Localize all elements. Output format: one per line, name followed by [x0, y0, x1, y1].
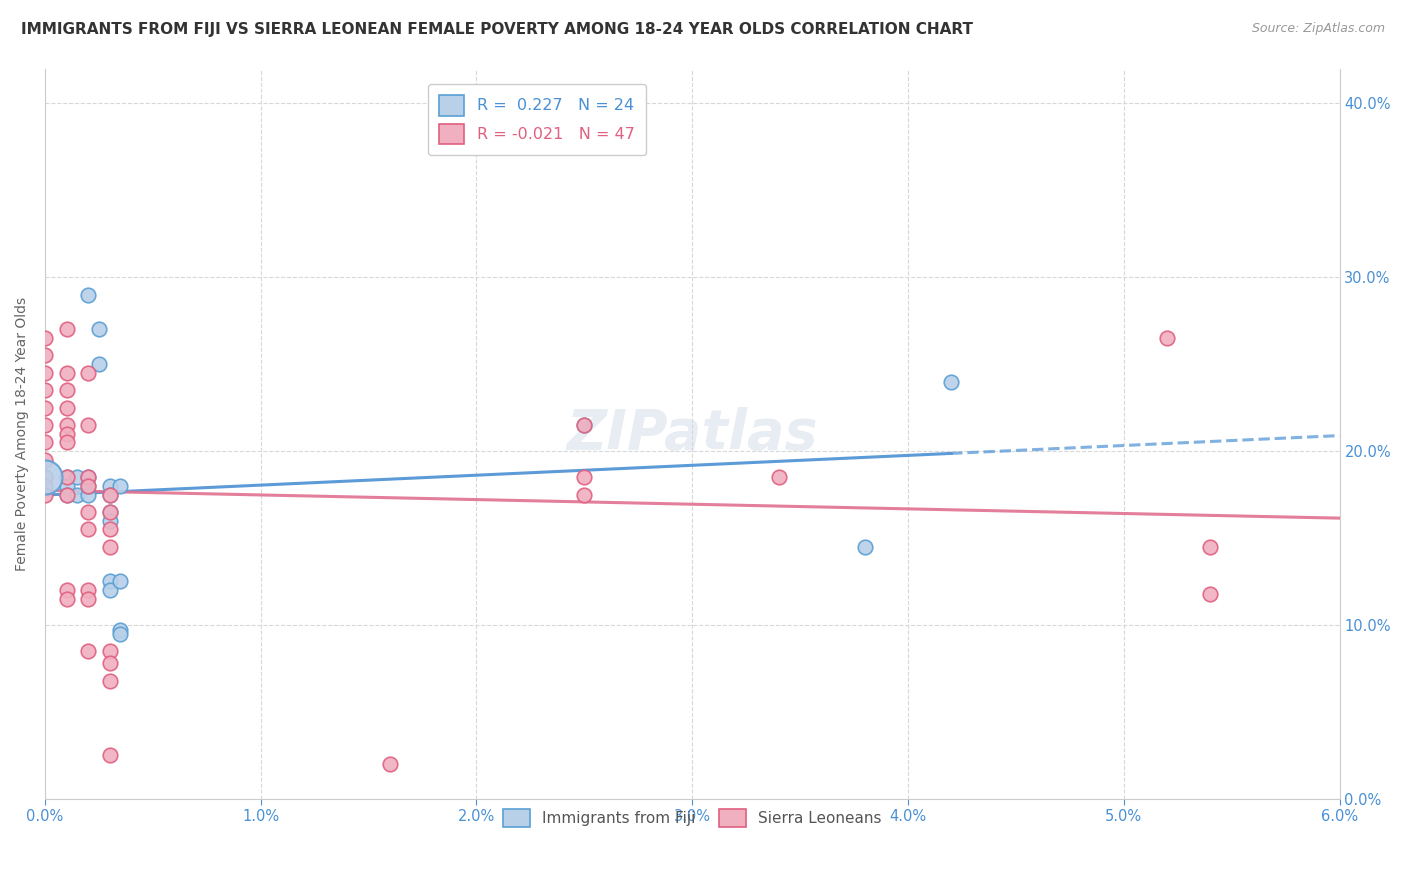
Point: [574, 417, 596, 432]
Point: [34, 331, 56, 345]
Legend: Immigrants from Fiji, Sierra Leoneans: Immigrants from Fiji, Sierra Leoneans: [495, 801, 890, 835]
Point: [110, 574, 132, 589]
Point: [98, 673, 121, 688]
Y-axis label: Female Poverty Among 18-24 Year Olds: Female Poverty Among 18-24 Year Olds: [15, 297, 30, 571]
Point: [55, 479, 77, 493]
Point: [768, 470, 790, 484]
Point: [853, 540, 876, 554]
Point: [98, 583, 121, 598]
Point: [55, 417, 77, 432]
Point: [55, 426, 77, 441]
Point: [98, 487, 121, 501]
Point: [77, 479, 100, 493]
Point: [98, 574, 121, 589]
Point: [55, 583, 77, 598]
Text: Source: ZipAtlas.com: Source: ZipAtlas.com: [1251, 22, 1385, 36]
Point: [77, 583, 100, 598]
Point: [77, 591, 100, 606]
Point: [77, 522, 100, 536]
Point: [34, 417, 56, 432]
Point: [77, 287, 100, 301]
Point: [77, 470, 100, 484]
Point: [34, 479, 56, 493]
Point: [34, 452, 56, 467]
Point: [55, 435, 77, 450]
Point: [98, 522, 121, 536]
Point: [55, 487, 77, 501]
Point: [34, 470, 56, 484]
Point: [98, 505, 121, 519]
Point: [110, 479, 132, 493]
Point: [55, 366, 77, 380]
Point: [77, 505, 100, 519]
Text: IMMIGRANTS FROM FIJI VS SIERRA LEONEAN FEMALE POVERTY AMONG 18-24 YEAR OLDS CORR: IMMIGRANTS FROM FIJI VS SIERRA LEONEAN F…: [21, 22, 973, 37]
Point: [34, 348, 56, 362]
Point: [98, 540, 121, 554]
Point: [34, 366, 56, 380]
Point: [55, 322, 77, 336]
Point: [87, 322, 110, 336]
Point: [55, 470, 77, 484]
Point: [98, 656, 121, 670]
Point: [1199, 540, 1222, 554]
Point: [1199, 587, 1222, 601]
Point: [34, 401, 56, 415]
Point: [34, 487, 56, 501]
Point: [34, 383, 56, 397]
Point: [574, 470, 596, 484]
Point: [98, 505, 121, 519]
Point: [77, 417, 100, 432]
Point: [77, 366, 100, 380]
Point: [110, 626, 132, 640]
Point: [55, 383, 77, 397]
Point: [98, 514, 121, 528]
Point: [34, 470, 56, 484]
Point: [55, 591, 77, 606]
Point: [34, 470, 56, 484]
Point: [66, 487, 89, 501]
Point: [1156, 331, 1178, 345]
Point: [55, 487, 77, 501]
Point: [77, 479, 100, 493]
Point: [98, 487, 121, 501]
Point: [110, 623, 132, 637]
Point: [380, 757, 402, 772]
Text: ZIPatlas: ZIPatlas: [567, 407, 818, 460]
Point: [66, 470, 89, 484]
Point: [34, 435, 56, 450]
Point: [87, 357, 110, 371]
Point: [77, 644, 100, 658]
Point: [574, 417, 596, 432]
Point: [98, 644, 121, 658]
Point: [98, 479, 121, 493]
Point: [98, 748, 121, 763]
Point: [55, 401, 77, 415]
Point: [77, 487, 100, 501]
Point: [77, 470, 100, 484]
Point: [574, 487, 596, 501]
Point: [55, 470, 77, 484]
Point: [939, 375, 962, 389]
